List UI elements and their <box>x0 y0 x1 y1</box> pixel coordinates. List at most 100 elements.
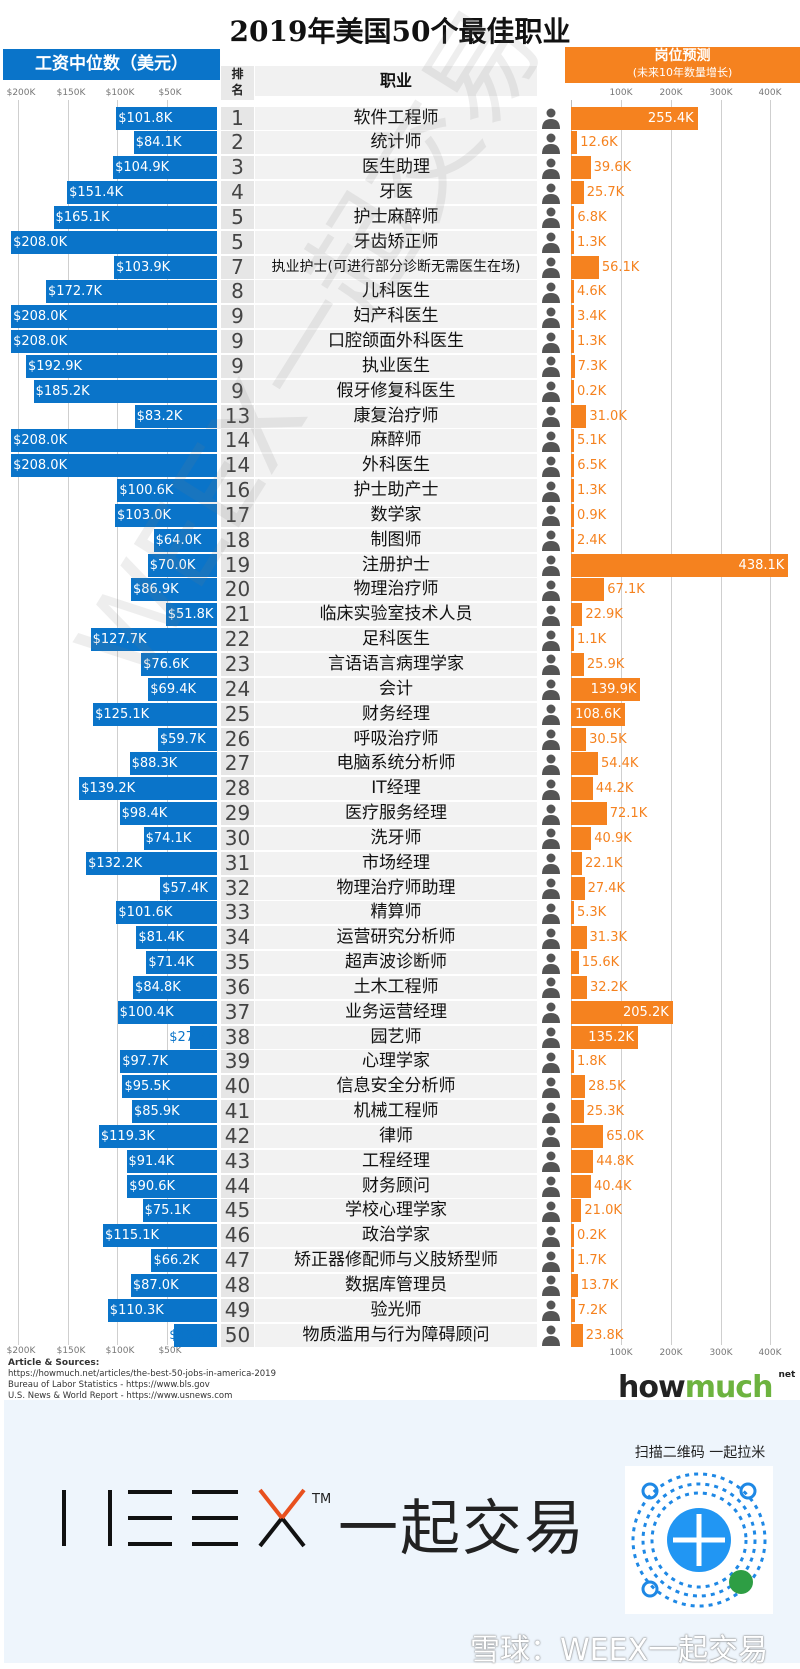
salary-bar <box>120 1050 217 1074</box>
job-cell <box>255 479 537 503</box>
rank-cell <box>221 379 254 403</box>
growth-label: 0.9K <box>577 507 607 523</box>
salary-label: $208.0K <box>13 433 68 449</box>
rank-cell <box>221 802 254 826</box>
salary-bar <box>130 578 217 602</box>
source-link[interactable]: https://howmuch.net/articles/the-best-50… <box>8 1369 276 1379</box>
rank-number: 18 <box>224 527 251 552</box>
growth-label: 15.6K <box>581 955 620 971</box>
rank-cell <box>221 230 254 254</box>
salary-bar <box>116 106 217 130</box>
job-cell <box>255 528 537 552</box>
growth-bar <box>571 354 575 378</box>
salary-label: $51.8K <box>167 607 214 623</box>
salary-label: $97.7K <box>122 1054 169 1070</box>
rank-number: 49 <box>224 1297 251 1322</box>
growth-bar <box>571 1149 594 1173</box>
rank-cell <box>221 727 254 751</box>
rank-cell <box>221 1075 254 1099</box>
growth-bar <box>571 106 698 130</box>
rank-cell <box>221 1298 254 1322</box>
qr-code-icon[interactable] <box>625 1466 773 1614</box>
manager-desk-icon <box>542 779 560 800</box>
rank-number: 14 <box>224 453 251 478</box>
rank-number: 28 <box>224 776 251 801</box>
rank-number: 30 <box>224 825 251 850</box>
salary-label: $110.3K <box>109 1302 164 1318</box>
growth-bar <box>571 1075 586 1099</box>
doctor-baby-icon <box>542 307 560 328</box>
growth-label: 27.4K <box>587 880 626 896</box>
software-engineer-icon <box>542 108 560 129</box>
engineering-manager-icon <box>542 1151 560 1173</box>
security-monitor-icon <box>542 1077 560 1098</box>
job-cell <box>255 951 537 975</box>
rank-cell <box>221 528 254 552</box>
growth-label: 32.2K <box>589 979 628 995</box>
growth-label: 56.1K <box>601 259 640 275</box>
rank-cell <box>221 305 254 329</box>
rank-number: 8 <box>231 279 244 304</box>
rank-cell <box>221 1249 254 1273</box>
growth-label: 4.6K <box>577 284 607 300</box>
salary-bar <box>113 156 217 180</box>
rank-cell <box>221 652 254 676</box>
growth-label: 40.4K <box>594 1178 632 1194</box>
salary-bar <box>131 1100 217 1124</box>
job-title: 数学家 <box>370 504 422 525</box>
growth-label: 22.9K <box>585 607 623 623</box>
tooth-cycle-icon <box>542 828 560 850</box>
rank-number: 38 <box>224 1024 251 1049</box>
rank-number: 31 <box>224 850 251 875</box>
rank-cell <box>221 1149 254 1173</box>
salary-bar <box>46 280 217 304</box>
salary-bar <box>174 1323 217 1347</box>
salary-bar <box>117 479 217 503</box>
rank-number: 9 <box>231 304 244 329</box>
salary-label: $165.1K <box>55 209 110 225</box>
rank-cell <box>221 1174 254 1198</box>
salary-label: $101.6K <box>118 905 173 921</box>
growth-header-title: 岗位预测 <box>654 48 711 64</box>
growth-bar <box>571 951 579 975</box>
rank-cell <box>221 553 254 577</box>
presentation-board-icon <box>542 505 560 527</box>
growth-label: 54.4K <box>600 756 639 772</box>
salary-axis-tick: $50K <box>158 88 182 98</box>
salary-label: $76.6K <box>143 656 189 672</box>
job-title: 执业护士(可进行部分诊断无需医生在场) <box>271 258 521 275</box>
job-cell <box>255 677 537 701</box>
job-cell <box>255 553 537 577</box>
job-title: 护士麻醉师 <box>353 206 439 227</box>
salary-label: $100.6K <box>119 483 174 499</box>
growth-label: 1.1K <box>577 632 607 648</box>
salary-bar <box>107 1298 217 1322</box>
job-title: 心理学家 <box>362 1051 430 1072</box>
job-title: 康复治疗师 <box>353 405 439 426</box>
salary-bar <box>119 802 217 826</box>
growth-bar <box>571 280 574 304</box>
rank-cell <box>221 354 254 378</box>
rank-cell <box>221 826 254 850</box>
rank-number: 17 <box>224 502 251 527</box>
rank-cell <box>221 876 254 900</box>
salary-bar <box>147 553 217 577</box>
salary-label: $91.4K <box>128 1153 175 1169</box>
rank-cell <box>221 752 254 776</box>
rank-cell <box>221 429 254 453</box>
rank-cell <box>221 503 254 527</box>
growth-bar <box>571 454 575 478</box>
mechanical-engineer-icon <box>542 1102 560 1123</box>
salary-bar <box>153 528 217 552</box>
rank-cell <box>221 901 254 925</box>
rank-cell <box>221 1025 254 1049</box>
rank-number: 5 <box>231 204 244 229</box>
job-title: 医疗服务经理 <box>345 803 447 824</box>
rank-header: 排名 <box>221 66 254 100</box>
growth-label: 28.5K <box>588 1079 626 1095</box>
job-title: 数据库管理员 <box>345 1274 447 1295</box>
salary-label: $86.9K <box>132 582 179 598</box>
growth-label: 7.3K <box>577 358 607 374</box>
rank-number: 2 <box>231 130 244 155</box>
rank-cell <box>221 1224 254 1248</box>
